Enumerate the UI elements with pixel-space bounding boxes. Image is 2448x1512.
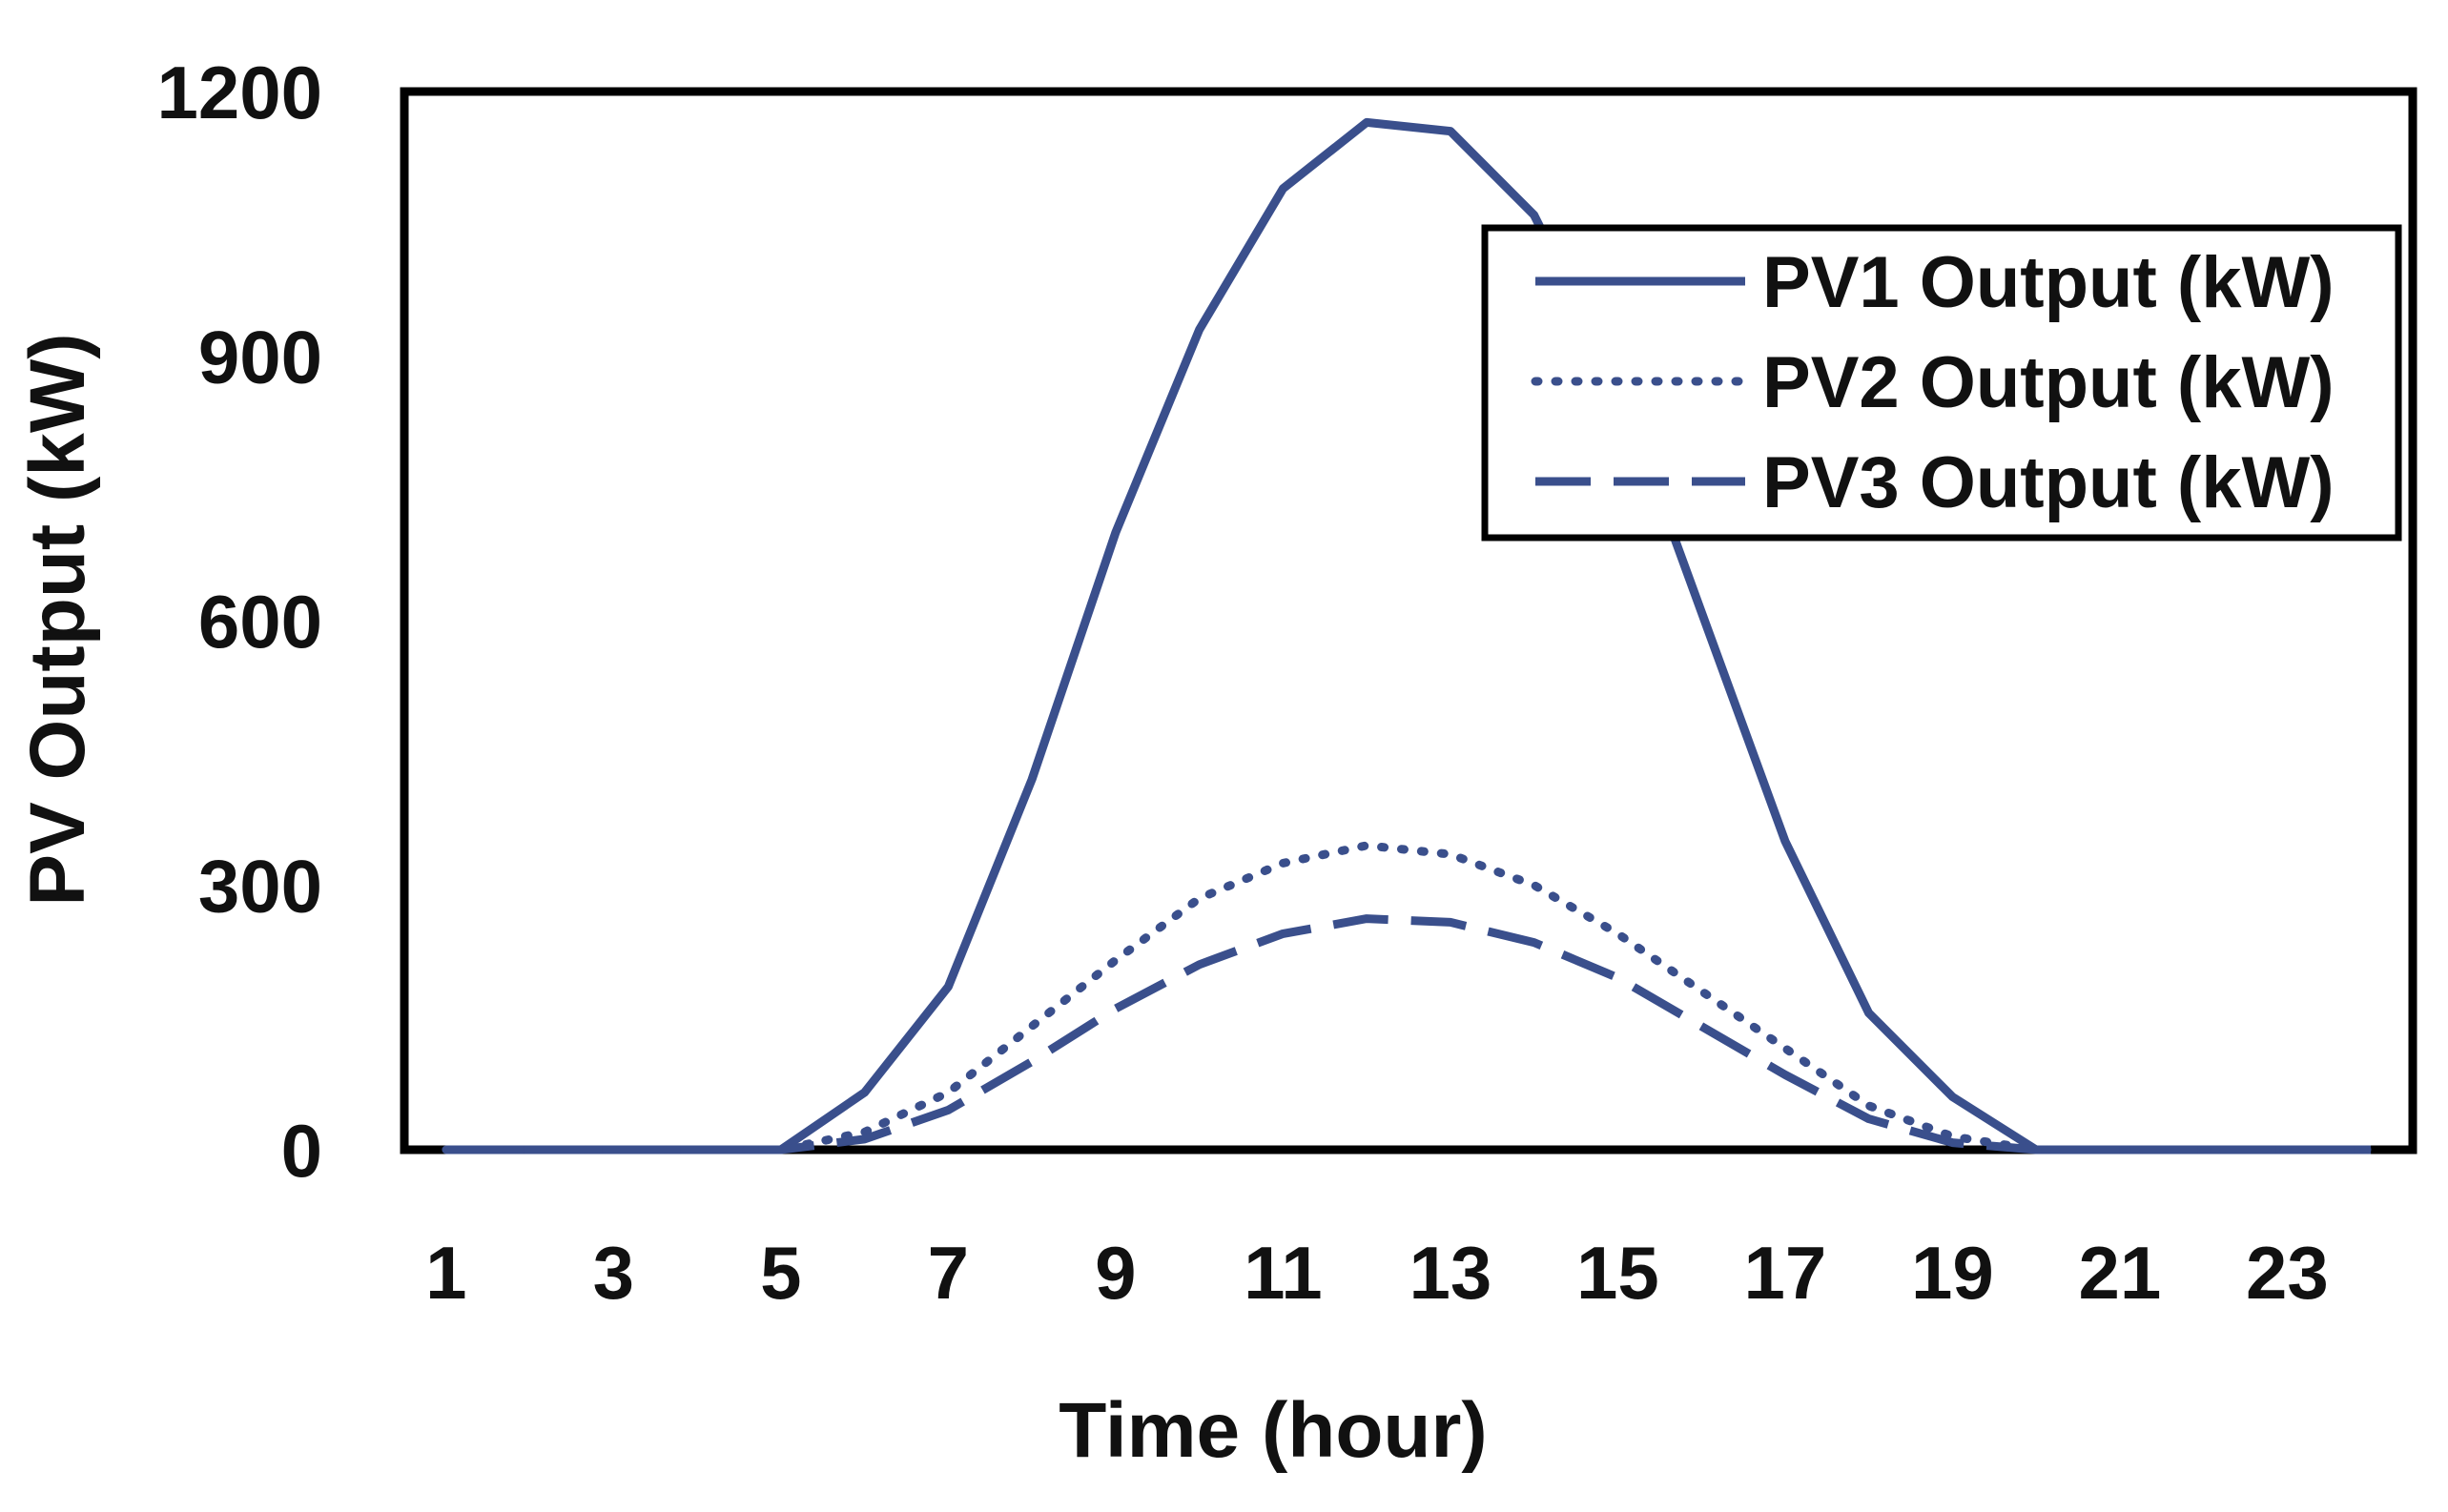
x-axis-ticks: 1 3 5 7 9 11 13 15 17 19 21 23: [425, 1231, 2329, 1315]
y-axis-ticks: 0 300 600 900 1200: [156, 51, 322, 1193]
x-tick-label: 13: [1409, 1231, 1491, 1315]
x-tick-label: 17: [1743, 1231, 1826, 1315]
legend-label-pv1: PV1 Output (kW): [1762, 242, 2335, 323]
series-line-pv2: [442, 841, 2376, 1154]
x-tick-label: 23: [2246, 1231, 2329, 1315]
legend: PV1 Output (kW) PV2 Output (kW) PV3 Outp…: [1481, 224, 2402, 541]
x-tick-label: 11: [1244, 1231, 1322, 1315]
series-line-pv3: [445, 914, 2372, 1154]
x-tick-label: 9: [1095, 1231, 1136, 1315]
y-tick-label: 1200: [156, 51, 322, 134]
y-tick-label: 600: [198, 580, 322, 664]
y-tick-label: 900: [198, 316, 322, 399]
x-tick-label: 21: [2078, 1231, 2161, 1315]
x-axis-title: Time (hour): [1059, 1387, 1487, 1474]
x-tick-label: 1: [425, 1231, 466, 1315]
y-axis-title: PV Output (kW): [14, 333, 101, 906]
x-tick-label: 19: [1911, 1231, 1994, 1315]
x-tick-label: 3: [593, 1231, 634, 1315]
plot-frame: [400, 87, 2417, 1154]
legend-label-pv3: PV3 Output (kW): [1762, 442, 2335, 523]
series-layer: [442, 117, 2376, 1154]
y-tick-label: 300: [198, 845, 322, 929]
x-tick-label: 5: [760, 1231, 801, 1315]
y-tick-label: 0: [281, 1109, 322, 1193]
x-tick-label: 15: [1576, 1231, 1659, 1315]
legend-label-pv2: PV2 Output (kW): [1762, 342, 2335, 423]
x-tick-label: 7: [928, 1231, 969, 1315]
